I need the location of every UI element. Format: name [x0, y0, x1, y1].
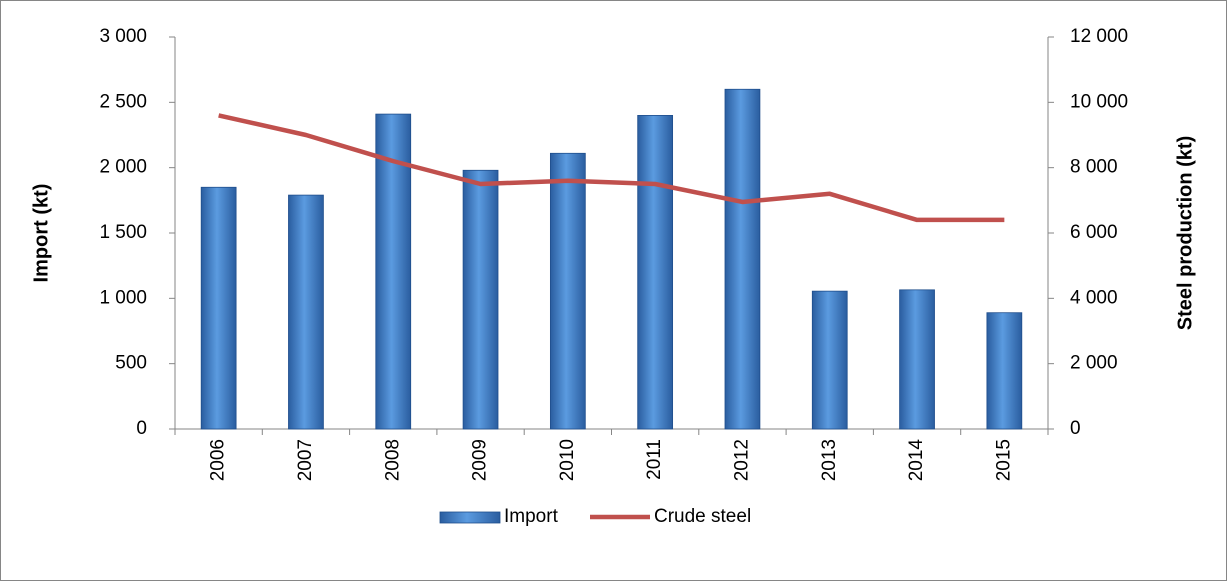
bar — [462, 169, 499, 430]
x-tick-label: 2015 — [993, 439, 1014, 481]
bar — [724, 88, 761, 430]
y2-tick-label: 8 000 — [1070, 157, 1118, 178]
bar — [200, 186, 237, 430]
y-axis-label: Import (kt) — [30, 184, 52, 283]
legend-swatch — [439, 511, 501, 524]
y2-tick-label: 4 000 — [1070, 287, 1118, 308]
bar — [811, 290, 848, 430]
bar — [637, 115, 674, 430]
y2-tick-label: 0 — [1070, 418, 1081, 439]
y-tick-label: 3 000 — [99, 26, 147, 47]
x-tick-label: 2014 — [906, 439, 927, 482]
y2-tick-label: 6 000 — [1070, 222, 1118, 243]
y-tick-label: 2 500 — [99, 91, 147, 112]
x-tick-label: 2013 — [819, 439, 840, 481]
x-tick-label: 2008 — [382, 439, 403, 481]
bar — [986, 312, 1023, 430]
x-tick-label: 2010 — [557, 439, 578, 481]
y-tick-label: 1 000 — [99, 287, 147, 308]
x-tick-label: 2009 — [470, 439, 491, 481]
y2-tick-label: 2 000 — [1070, 353, 1118, 374]
y-tick-label: 0 — [136, 418, 147, 439]
x-tick-label: 2012 — [731, 439, 752, 481]
x-tick-label: 2006 — [208, 439, 229, 481]
y-tick-label: 2 000 — [99, 157, 147, 178]
y-tick-label: 1 500 — [99, 222, 147, 243]
x-tick-label: 2011 — [644, 439, 665, 480]
bar — [899, 289, 935, 430]
bar — [549, 152, 586, 430]
y2-tick-label: 10 000 — [1070, 91, 1128, 112]
line — [218, 113, 1005, 223]
bar — [288, 194, 324, 430]
legend-label: Crude steel — [654, 506, 751, 527]
y-tick-label: 500 — [115, 353, 147, 374]
bar — [375, 113, 412, 430]
x-tick-label: 2007 — [295, 439, 316, 481]
legend-label: Import — [504, 506, 559, 527]
y2-axis-label: Steel production (kt) — [1174, 136, 1196, 330]
y2-tick-label: 12 000 — [1070, 26, 1128, 47]
